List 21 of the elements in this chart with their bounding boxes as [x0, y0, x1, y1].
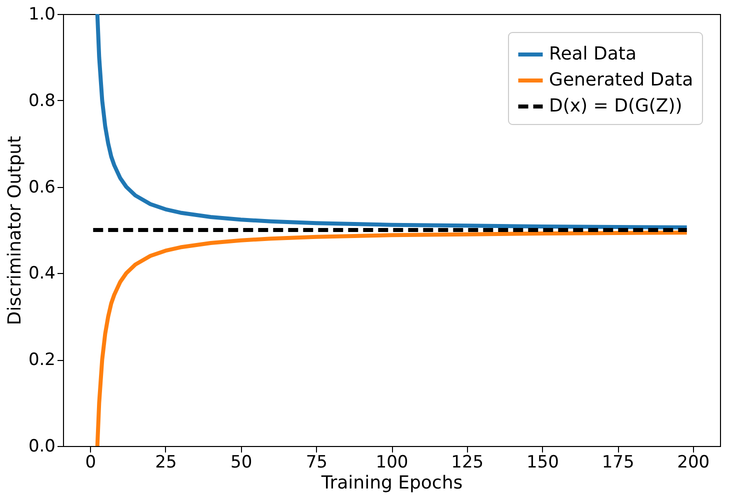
y-tick-label: 0.2 [28, 350, 56, 370]
y-tick-label: 0.0 [28, 436, 56, 456]
legend-label: D(x) = D(G(Z)) [549, 96, 682, 116]
x-tick-label: 100 [376, 452, 408, 472]
y-tick-label: 1.0 [28, 4, 56, 24]
x-tick-label: 50 [230, 452, 252, 472]
y-axis-title: Discriminator Output [4, 136, 26, 326]
x-axis-title: Training Epochs [320, 472, 463, 494]
x-tick-label: 25 [155, 452, 177, 472]
y-tick-label: 0.8 [28, 90, 56, 111]
x-tick-label: 175 [602, 452, 634, 472]
legend-label: Real Data [549, 44, 637, 64]
x-tick-label: 75 [306, 452, 328, 472]
y-tick-label: 0.4 [28, 264, 56, 284]
x-tick-label: 125 [451, 452, 484, 472]
x-tick-label: 200 [677, 452, 710, 472]
x-tick-label: 0 [85, 452, 96, 472]
y-tick-label: 0.6 [28, 177, 56, 198]
legend-label: Generated Data [549, 70, 694, 90]
x-tick-label: 150 [526, 452, 559, 472]
line-series [95, 230, 689, 446]
